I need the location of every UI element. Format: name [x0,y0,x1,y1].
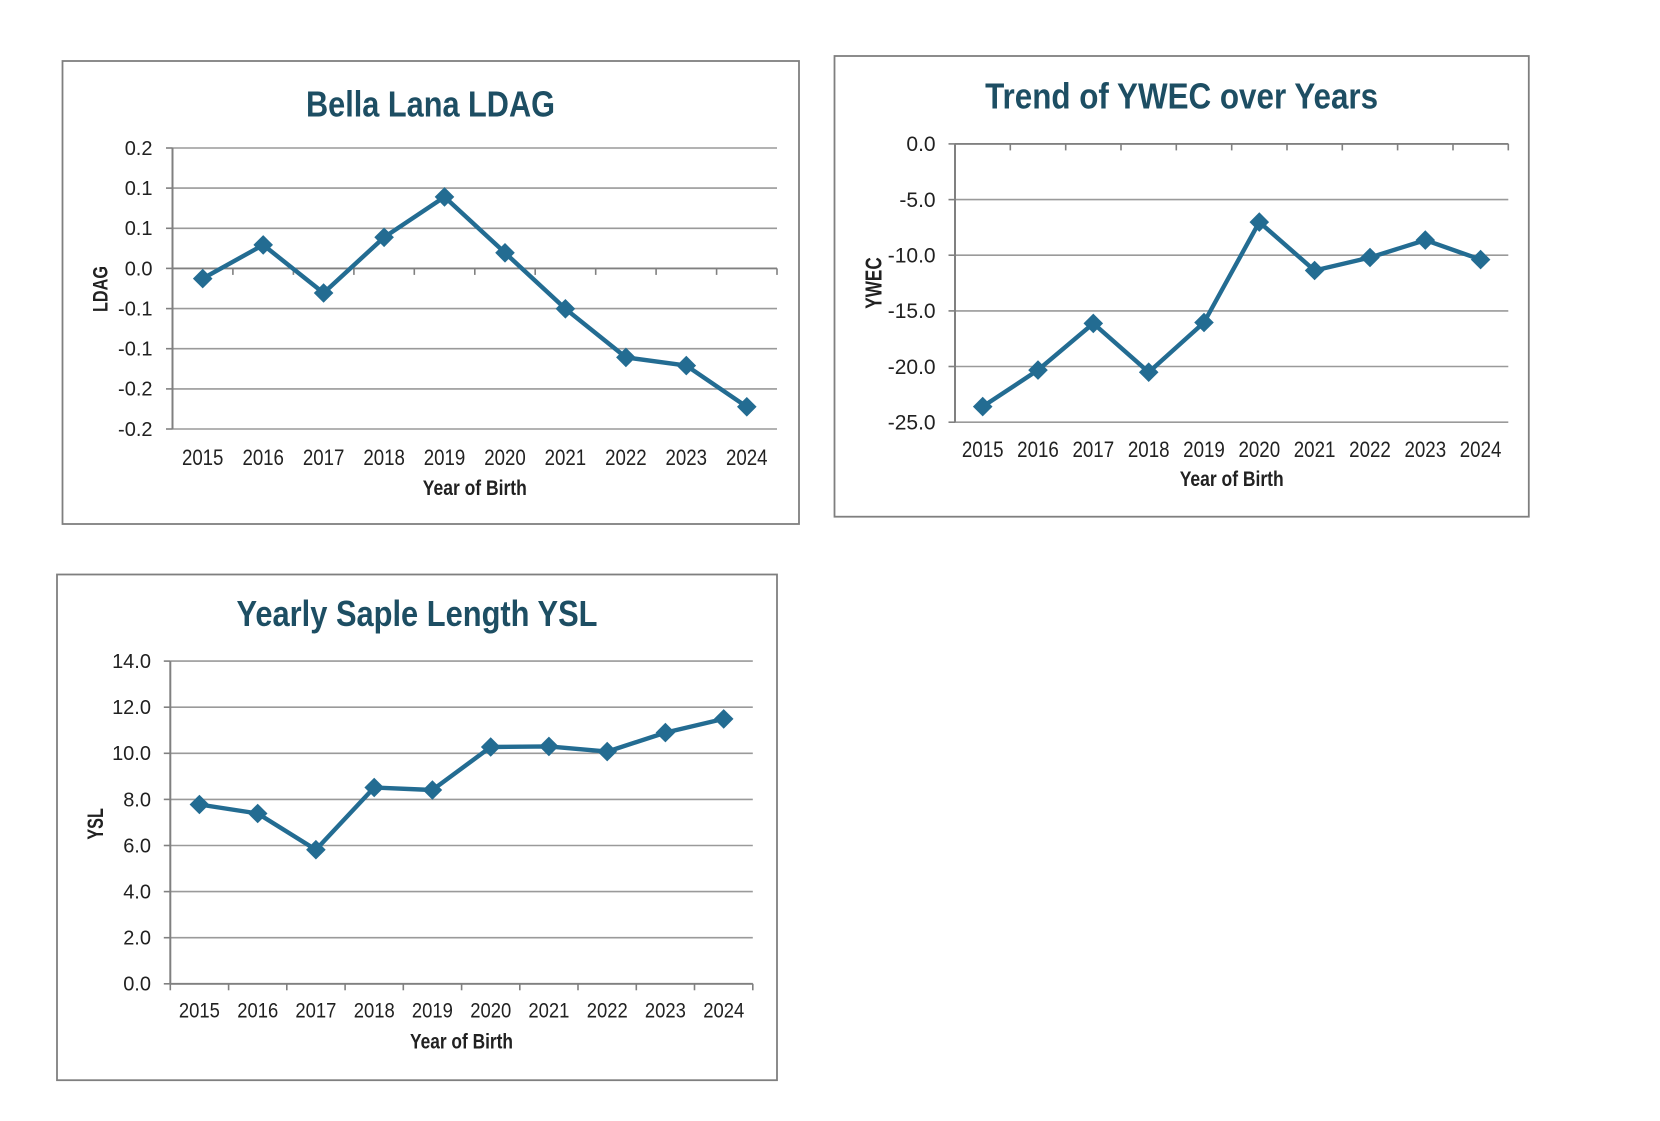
svg-text:2022: 2022 [1349,437,1391,462]
svg-text:6.0: 6.0 [123,835,151,857]
svg-text:LDAG: LDAG [89,266,113,312]
svg-text:2019: 2019 [424,445,466,470]
svg-text:8.0: 8.0 [123,789,151,811]
svg-text:2024: 2024 [703,1000,744,1023]
svg-text:2024: 2024 [726,445,768,470]
svg-text:-0.1: -0.1 [118,299,152,321]
svg-text:Trend of YWEC over Years: Trend of YWEC over Years [985,75,1378,116]
svg-text:2023: 2023 [666,445,708,470]
svg-text:Yearly Saple Length YSL: Yearly Saple Length YSL [237,593,598,634]
svg-text:2018: 2018 [354,1000,395,1023]
svg-text:2019: 2019 [412,1000,453,1023]
svg-text:YSL: YSL [83,808,108,840]
svg-text:2020: 2020 [470,1000,511,1023]
svg-text:12.0: 12.0 [112,697,151,719]
svg-text:2019: 2019 [1183,437,1225,462]
svg-text:-5.0: -5.0 [899,189,935,212]
svg-text:0.1: 0.1 [125,178,153,200]
svg-text:2023: 2023 [645,1000,686,1023]
svg-text:-25.0: -25.0 [888,411,936,434]
svg-text:0.2: 0.2 [125,138,153,160]
svg-text:2024: 2024 [1460,437,1502,462]
svg-text:0.0: 0.0 [125,258,153,280]
svg-text:0.1: 0.1 [125,218,153,240]
svg-text:-20.0: -20.0 [888,356,936,379]
svg-text:2015: 2015 [962,437,1004,462]
svg-text:2017: 2017 [303,445,345,470]
svg-text:-0.2: -0.2 [118,379,152,401]
svg-text:2020: 2020 [1238,437,1280,462]
svg-text:-10.0: -10.0 [888,244,936,267]
svg-text:Year of Birth: Year of Birth [410,1031,513,1054]
svg-text:2018: 2018 [1128,437,1170,462]
svg-text:14.0: 14.0 [112,651,151,673]
svg-text:2017: 2017 [295,1000,336,1023]
svg-text:0.0: 0.0 [906,133,935,156]
svg-text:10.0: 10.0 [112,743,151,765]
svg-text:2021: 2021 [528,1000,569,1023]
svg-text:4.0: 4.0 [123,882,151,904]
svg-text:2021: 2021 [1294,437,1336,462]
svg-text:2021: 2021 [545,445,587,470]
svg-text:2022: 2022 [587,1000,628,1023]
svg-text:2022: 2022 [605,445,647,470]
svg-text:YWEC: YWEC [860,257,886,309]
svg-text:-0.2: -0.2 [118,419,152,441]
svg-text:2016: 2016 [242,445,284,470]
svg-text:Year of Birth: Year of Birth [1180,468,1284,491]
svg-text:-0.1: -0.1 [118,339,152,361]
svg-text:2.0: 2.0 [123,928,151,950]
svg-text:2018: 2018 [363,445,405,470]
svg-text:2016: 2016 [237,1000,278,1023]
svg-text:2015: 2015 [179,1000,220,1023]
svg-text:Bella Lana LDAG: Bella Lana LDAG [306,84,555,125]
svg-text:2016: 2016 [1017,437,1059,462]
svg-text:0.0: 0.0 [123,974,151,996]
svg-text:2023: 2023 [1404,437,1446,462]
svg-text:2020: 2020 [484,445,526,470]
svg-text:2017: 2017 [1072,437,1114,462]
svg-text:Year of Birth: Year of Birth [423,477,527,500]
svg-text:-15.0: -15.0 [888,300,936,323]
svg-text:2015: 2015 [182,445,224,470]
